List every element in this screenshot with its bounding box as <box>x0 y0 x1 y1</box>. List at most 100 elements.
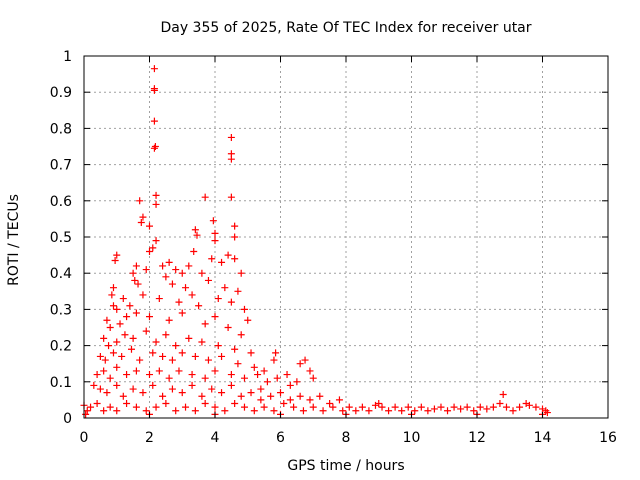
data-point <box>244 316 252 324</box>
grid-layer <box>84 56 608 418</box>
data-point <box>198 338 206 346</box>
data-point <box>155 367 163 375</box>
data-point <box>127 345 135 353</box>
data-point <box>404 403 412 411</box>
data-point <box>129 269 137 277</box>
data-point <box>254 371 262 379</box>
data-point <box>483 405 491 413</box>
data-point <box>168 385 176 393</box>
data-point <box>398 407 406 415</box>
data-point <box>188 291 196 299</box>
data-point <box>113 251 121 259</box>
data-point <box>263 378 271 386</box>
data-point <box>139 389 147 397</box>
data-point <box>132 309 140 317</box>
data-point <box>139 213 147 221</box>
data-point <box>113 381 121 389</box>
data-point <box>129 385 137 393</box>
data-point <box>191 352 199 360</box>
data-point <box>270 356 278 364</box>
data-point <box>221 407 229 415</box>
data-point <box>123 400 131 408</box>
data-point <box>178 269 186 277</box>
data-point <box>175 367 183 375</box>
data-point <box>198 392 206 400</box>
data-point <box>191 407 199 415</box>
data-point <box>286 396 294 404</box>
data-point <box>182 403 190 411</box>
data-point <box>101 356 109 364</box>
data-point <box>201 374 209 382</box>
data-point <box>191 226 199 234</box>
data-point <box>106 403 114 411</box>
data-point <box>195 302 203 310</box>
y-tick-label: 1 <box>63 49 72 65</box>
data-point <box>378 403 386 411</box>
y-tick-label: 0.4 <box>50 266 72 282</box>
y-tick-label: 0.3 <box>50 302 72 318</box>
data-point <box>247 389 255 397</box>
data-point <box>131 276 139 284</box>
data-point <box>270 407 278 415</box>
data-point <box>96 385 104 393</box>
y-tick-label: 0.5 <box>50 230 72 246</box>
y-tick-label: 0.2 <box>50 339 72 355</box>
data-point <box>214 295 222 303</box>
data-point <box>499 390 507 398</box>
data-point <box>385 407 393 415</box>
data-point <box>273 374 281 382</box>
data-point <box>211 237 219 245</box>
data-point <box>218 389 226 397</box>
data-point <box>150 117 158 125</box>
data-point <box>175 298 183 306</box>
data-point <box>306 396 314 404</box>
axis-ticks: 0 2 4 6 8 10 12 14 16 0 0.1 0.2 0.3 0.4 0.5 0.6 0.7 0.8 0.… <box>50 49 617 446</box>
data-point <box>237 331 245 339</box>
x-tick-label: 6 <box>276 430 285 446</box>
data-point <box>119 295 127 303</box>
data-point <box>470 407 478 415</box>
data-point <box>542 407 550 415</box>
data-point <box>309 403 317 411</box>
data-point <box>293 378 301 386</box>
data-point <box>424 407 432 415</box>
y-tick-label: 0.7 <box>50 158 72 174</box>
data-point <box>149 244 157 252</box>
data-point <box>329 403 337 411</box>
data-point <box>316 392 324 400</box>
data-point <box>162 331 170 339</box>
data-point <box>231 255 239 263</box>
data-point <box>296 392 304 400</box>
data-point <box>502 403 510 411</box>
data-point <box>224 251 232 259</box>
data-point <box>240 374 248 382</box>
data-point <box>211 229 219 237</box>
data-point <box>178 389 186 397</box>
data-point <box>496 400 504 408</box>
data-point <box>522 400 530 408</box>
data-point <box>142 407 150 415</box>
data-point <box>126 302 134 310</box>
data-point <box>267 392 275 400</box>
data-point <box>100 334 108 342</box>
data-point <box>132 367 140 375</box>
data-point <box>201 400 209 408</box>
data-point <box>299 407 307 415</box>
data-point <box>182 284 190 292</box>
data-point <box>237 269 245 277</box>
data-point <box>417 403 425 411</box>
data-point <box>123 371 131 379</box>
data-point <box>516 403 524 411</box>
data-point <box>227 371 235 379</box>
data-point <box>82 410 90 418</box>
data-point <box>272 349 280 357</box>
data-point <box>301 356 309 364</box>
data-point <box>221 284 229 292</box>
data-point <box>159 392 167 400</box>
data-point <box>111 257 119 265</box>
data-point <box>240 305 248 313</box>
data-point <box>134 280 142 288</box>
x-axis-label: GPS time / hours <box>287 458 404 474</box>
data-point <box>326 400 334 408</box>
